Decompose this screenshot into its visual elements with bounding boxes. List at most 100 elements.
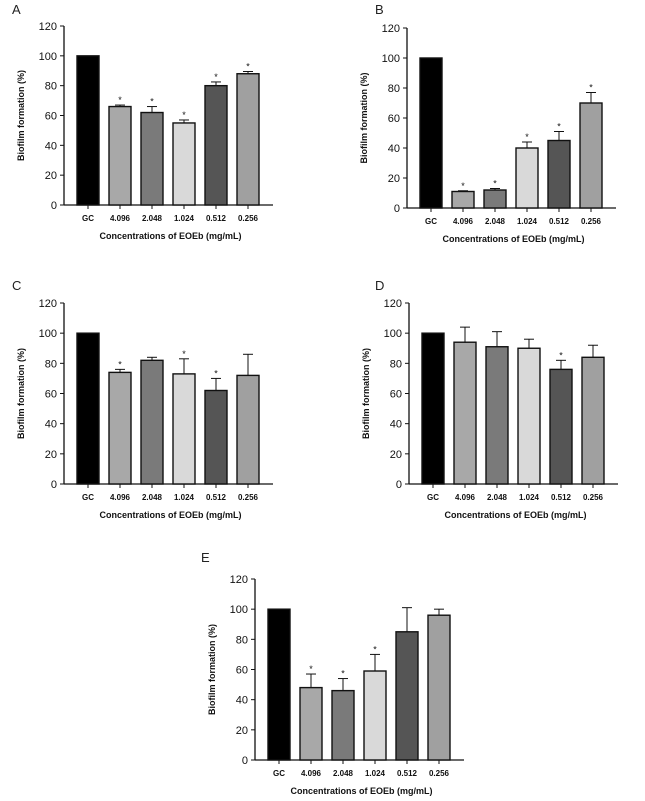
bar-0.256 [236,73,260,206]
y-tick-label: 40 [236,695,248,707]
panel-a: A 0 20 40 60 80 100 120 Biofilm formation (%) GC *… [12,2,273,241]
panel-d: D 0 20 40 60 80 100 120 Biofilm formation (%) GC 4… [361,278,618,520]
significance-star: * [214,368,218,378]
bar-GC [76,55,100,206]
x-axis-title: Concentrations of EOEb (mg/mL) [444,510,586,520]
significance-star: * [118,95,122,105]
bar-0.512 [204,84,228,206]
significance-star: * [246,61,250,71]
bar-1.024 [363,670,387,761]
y-tick-label: 120 [382,23,400,35]
y-tick-label: 0 [396,479,402,491]
significance-star: * [214,72,218,82]
y-tick-label: 0 [242,755,248,767]
bar-4.096 [451,190,475,209]
bar-0.512 [549,368,573,485]
significance-star: * [557,122,561,132]
significance-star: * [589,83,593,93]
bar-GC [419,57,443,209]
x-tick-label: 0.512 [551,493,572,502]
x-tick-label: 2.048 [485,217,506,226]
significance-star: * [341,669,345,679]
significance-star: * [461,181,465,191]
bar-2.048 [331,689,355,761]
y-tick-label: 0 [394,203,400,215]
panel-letter: A [12,2,21,17]
y-tick-label: 80 [45,81,57,93]
y-tick-label: 20 [45,449,57,461]
panel-b: B 0 20 40 60 80 100 120 Biofilm formation (%) GC *… [359,2,616,244]
x-tick-label: 2.048 [142,214,163,223]
x-tick-label: 0.512 [549,217,570,226]
x-tick-label: 4.096 [301,769,322,778]
significance-star: * [373,644,377,654]
bar-GC [267,608,291,761]
y-tick-label: 100 [230,604,248,616]
y-tick-label: 80 [45,358,57,370]
y-tick-label: 120 [39,298,57,310]
bar-0.512 [204,389,228,485]
bar-2.048 [485,346,509,485]
y-tick-label: 40 [45,140,57,152]
y-tick-label: 80 [390,358,402,370]
significance-star: * [559,350,563,360]
bar-0.256 [427,614,451,761]
x-tick-label: 0.512 [206,214,227,223]
y-tick-label: 40 [45,419,57,431]
bar-GC [421,332,445,485]
y-tick-label: 100 [384,328,402,340]
bar-1.024 [172,122,196,206]
x-tick-label: GC [82,214,94,223]
x-tick-label: 1.024 [174,214,195,223]
bar-GC [76,332,100,485]
y-tick-label: 60 [236,665,248,677]
x-tick-label: 0.512 [206,493,227,502]
x-tick-label: 4.096 [453,217,474,226]
bar-1.024 [517,347,541,485]
bar-0.256 [579,102,603,209]
y-tick-label: 120 [39,21,57,33]
x-tick-label: 1.024 [174,493,195,502]
x-axis-title: Concentrations of EOEb (mg/mL) [99,231,241,241]
significance-star: * [309,664,313,674]
bar-2.048 [140,359,164,485]
x-axis-title: Concentrations of EOEb (mg/mL) [442,234,584,244]
x-tick-label: 4.096 [110,493,131,502]
bar-0.256 [581,356,605,485]
bar-2.048 [140,111,164,206]
significance-star: * [525,132,529,142]
y-tick-label: 120 [384,298,402,310]
y-tick-label: 20 [388,173,400,185]
panel-letter: E [201,550,210,565]
bar-4.096 [299,686,323,761]
x-tick-label: GC [425,217,437,226]
y-tick-label: 40 [390,419,402,431]
y-tick-label: 20 [45,170,57,182]
x-tick-label: 0.256 [238,214,259,223]
bar-0.512 [547,139,571,209]
bar-0.512 [395,631,419,761]
panel-e: E 0 20 40 60 80 100 120 Biofilm formation (%) GC *… [201,550,464,796]
x-tick-label: 0.256 [581,217,602,226]
x-tick-label: 0.256 [583,493,604,502]
y-tick-label: 60 [45,111,57,123]
x-tick-label: 0.256 [238,493,259,502]
x-tick-label: 1.024 [519,493,540,502]
x-tick-label: 2.048 [142,493,163,502]
y-tick-label: 60 [45,389,57,401]
y-tick-label: 40 [388,143,400,155]
x-tick-label: GC [273,769,285,778]
x-tick-label: 4.096 [455,493,476,502]
x-tick-label: 2.048 [333,769,354,778]
y-axis-title: Biofilm formation (%) [361,348,371,439]
y-tick-label: 80 [236,634,248,646]
bar-4.096 [453,341,477,485]
x-tick-label: 1.024 [365,769,386,778]
y-axis-title: Biofilm formation (%) [16,70,26,161]
x-tick-label: 0.512 [397,769,418,778]
bar-4.096 [108,105,132,206]
bar-2.048 [483,189,507,209]
x-tick-label: 2.048 [487,493,508,502]
panel-c: C 0 20 40 60 80 100 120 Biofilm formation (%) GC *… [12,278,273,520]
y-tick-label: 100 [382,53,400,65]
